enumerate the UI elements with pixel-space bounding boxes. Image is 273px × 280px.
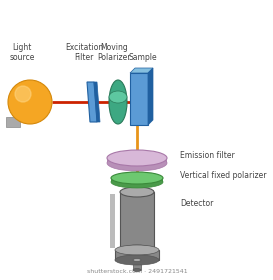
Ellipse shape [133,269,141,272]
Bar [110,194,115,248]
Text: Moving
Polarizer: Moving Polarizer [97,43,131,62]
Ellipse shape [107,155,167,171]
Ellipse shape [107,150,167,166]
Ellipse shape [120,245,154,255]
Ellipse shape [133,258,141,262]
Ellipse shape [109,91,127,103]
Text: Sample: Sample [129,53,157,62]
Polygon shape [130,68,153,73]
Circle shape [15,86,31,102]
Polygon shape [148,68,153,125]
Text: Detector: Detector [180,199,213,208]
Circle shape [8,80,52,124]
Text: Emission filter: Emission filter [180,151,235,160]
Text: Vertical fixed polarizer: Vertical fixed polarizer [180,171,266,180]
Text: Excitation
Filter: Excitation Filter [65,43,103,62]
Ellipse shape [111,176,163,188]
Polygon shape [94,82,100,122]
Text: shutterstock.com · 2491721541: shutterstock.com · 2491721541 [87,269,187,274]
Polygon shape [87,82,97,122]
Bar [107,158,167,163]
Bar [120,192,154,250]
Bar [6,117,20,127]
Text: Light
source: Light source [9,43,35,62]
Ellipse shape [115,255,159,265]
Bar [133,260,141,270]
Ellipse shape [115,245,159,255]
Ellipse shape [109,80,127,124]
Bar [130,73,148,125]
Bar [111,178,163,182]
Ellipse shape [120,187,154,197]
Ellipse shape [111,172,163,184]
Bar [115,250,159,260]
